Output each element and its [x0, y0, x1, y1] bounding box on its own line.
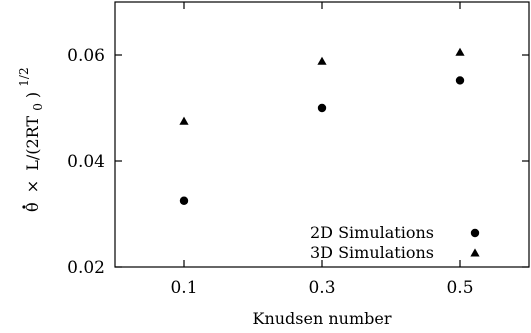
data-point-circle — [455, 76, 465, 85]
legend-marker — [470, 248, 480, 257]
y-axis-label-close: ) — [23, 92, 42, 98]
y-axis-label-body: L/(2RT — [23, 116, 42, 171]
x-tick-label: 0.3 — [308, 278, 335, 298]
y-axis-label-dot — [22, 205, 26, 209]
y-axis-label-times: × — [23, 180, 42, 193]
data-marks — [179, 47, 465, 205]
data-point-circle — [179, 196, 189, 205]
legend-label: 2D Simulations — [310, 223, 434, 242]
y-tick-label: 0.02 — [67, 258, 105, 278]
y-axis-label-subscript: 0 — [31, 103, 45, 111]
y-axis-label-superscript: 1/2 — [17, 67, 31, 86]
x-tick-label: 0.1 — [170, 278, 197, 298]
x-axis: 0.1 0.3 0.5 — [170, 2, 474, 298]
x-tick-label: 0.5 — [446, 278, 473, 298]
data-point-triangle — [317, 56, 327, 65]
data-point-circle — [317, 103, 327, 113]
x-axis-label: Knudsen number — [252, 309, 391, 328]
data-point-triangle — [179, 116, 189, 125]
y-axis: 0.02 0.04 0.06 — [67, 46, 529, 278]
y-axis-label-theta: θ — [23, 202, 42, 212]
legend-label: 3D Simulations — [310, 243, 434, 262]
y-tick-label: 0.04 — [67, 152, 105, 172]
legend-marker — [470, 228, 480, 238]
y-axis-label-text: θ × L/(2RT 0 ) 1/2 — [17, 67, 46, 212]
y-tick-label: 0.06 — [67, 46, 105, 66]
data-point-triangle — [455, 47, 465, 56]
y-axis-label: θ × L/(2RT 0 ) 1/2 — [17, 67, 46, 212]
